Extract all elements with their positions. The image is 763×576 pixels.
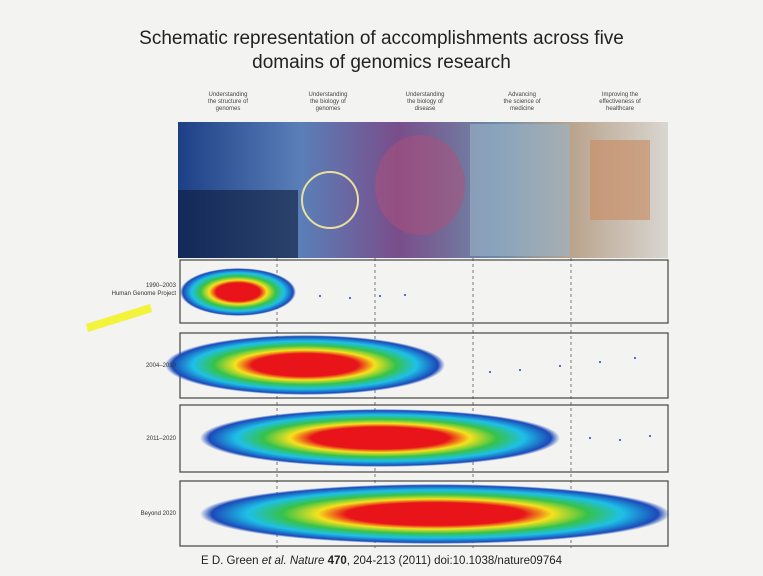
title-line: domains of genomics research	[0, 52, 763, 74]
text-line: Understanding	[380, 92, 470, 99]
text-line: genomes	[283, 106, 373, 113]
density-blob	[180, 268, 296, 316]
row-label: 2011–2020	[56, 435, 176, 443]
text-line: et al.	[262, 555, 287, 567]
text-line: the structure of	[183, 99, 273, 106]
patient-image	[590, 140, 650, 220]
text-line: 1990–2003	[56, 282, 176, 290]
text-line: 2011–2020	[56, 435, 176, 443]
text-line: the science of	[477, 99, 567, 106]
density-blob	[200, 409, 560, 467]
text-line: Improving the	[575, 92, 665, 99]
text-line: the biology of	[283, 99, 373, 106]
text-line: genomes	[183, 106, 273, 113]
text-line: medicine	[477, 106, 567, 113]
density-blob	[165, 335, 445, 395]
text-line: the biology of	[380, 99, 470, 106]
text-line: 470	[328, 555, 347, 567]
text-line: E D. Green	[201, 555, 262, 567]
text-line: disease	[380, 106, 470, 113]
text-line: healthcare	[575, 106, 665, 113]
text-line: , 204-213 (2011) doi:10.1038/nature09764	[347, 555, 562, 567]
text-line: Nature	[287, 555, 328, 567]
cell-image	[375, 135, 465, 235]
text-line: Advancing	[477, 92, 567, 99]
text-line: effectiveness of	[575, 99, 665, 106]
dna-panel	[178, 190, 298, 258]
row-label: Beyond 2020	[56, 510, 176, 518]
citation: E D. Green et al. Nature 470, 204-213 (2…	[0, 555, 763, 567]
text-line: Human Genome Project	[56, 290, 176, 298]
text-line: Understanding	[283, 92, 373, 99]
text-line: Beyond 2020	[56, 510, 176, 518]
slide: Schematic representation of accomplishme…	[0, 0, 763, 576]
pills-image	[470, 124, 570, 256]
density-blob	[200, 484, 670, 544]
title-line: Schematic representation of accomplishme…	[0, 28, 763, 50]
highlight-mark	[86, 304, 152, 332]
text-line: 2004–2010	[56, 362, 176, 370]
row-label: 2004–2010	[56, 362, 176, 370]
text-line: Understanding	[183, 92, 273, 99]
